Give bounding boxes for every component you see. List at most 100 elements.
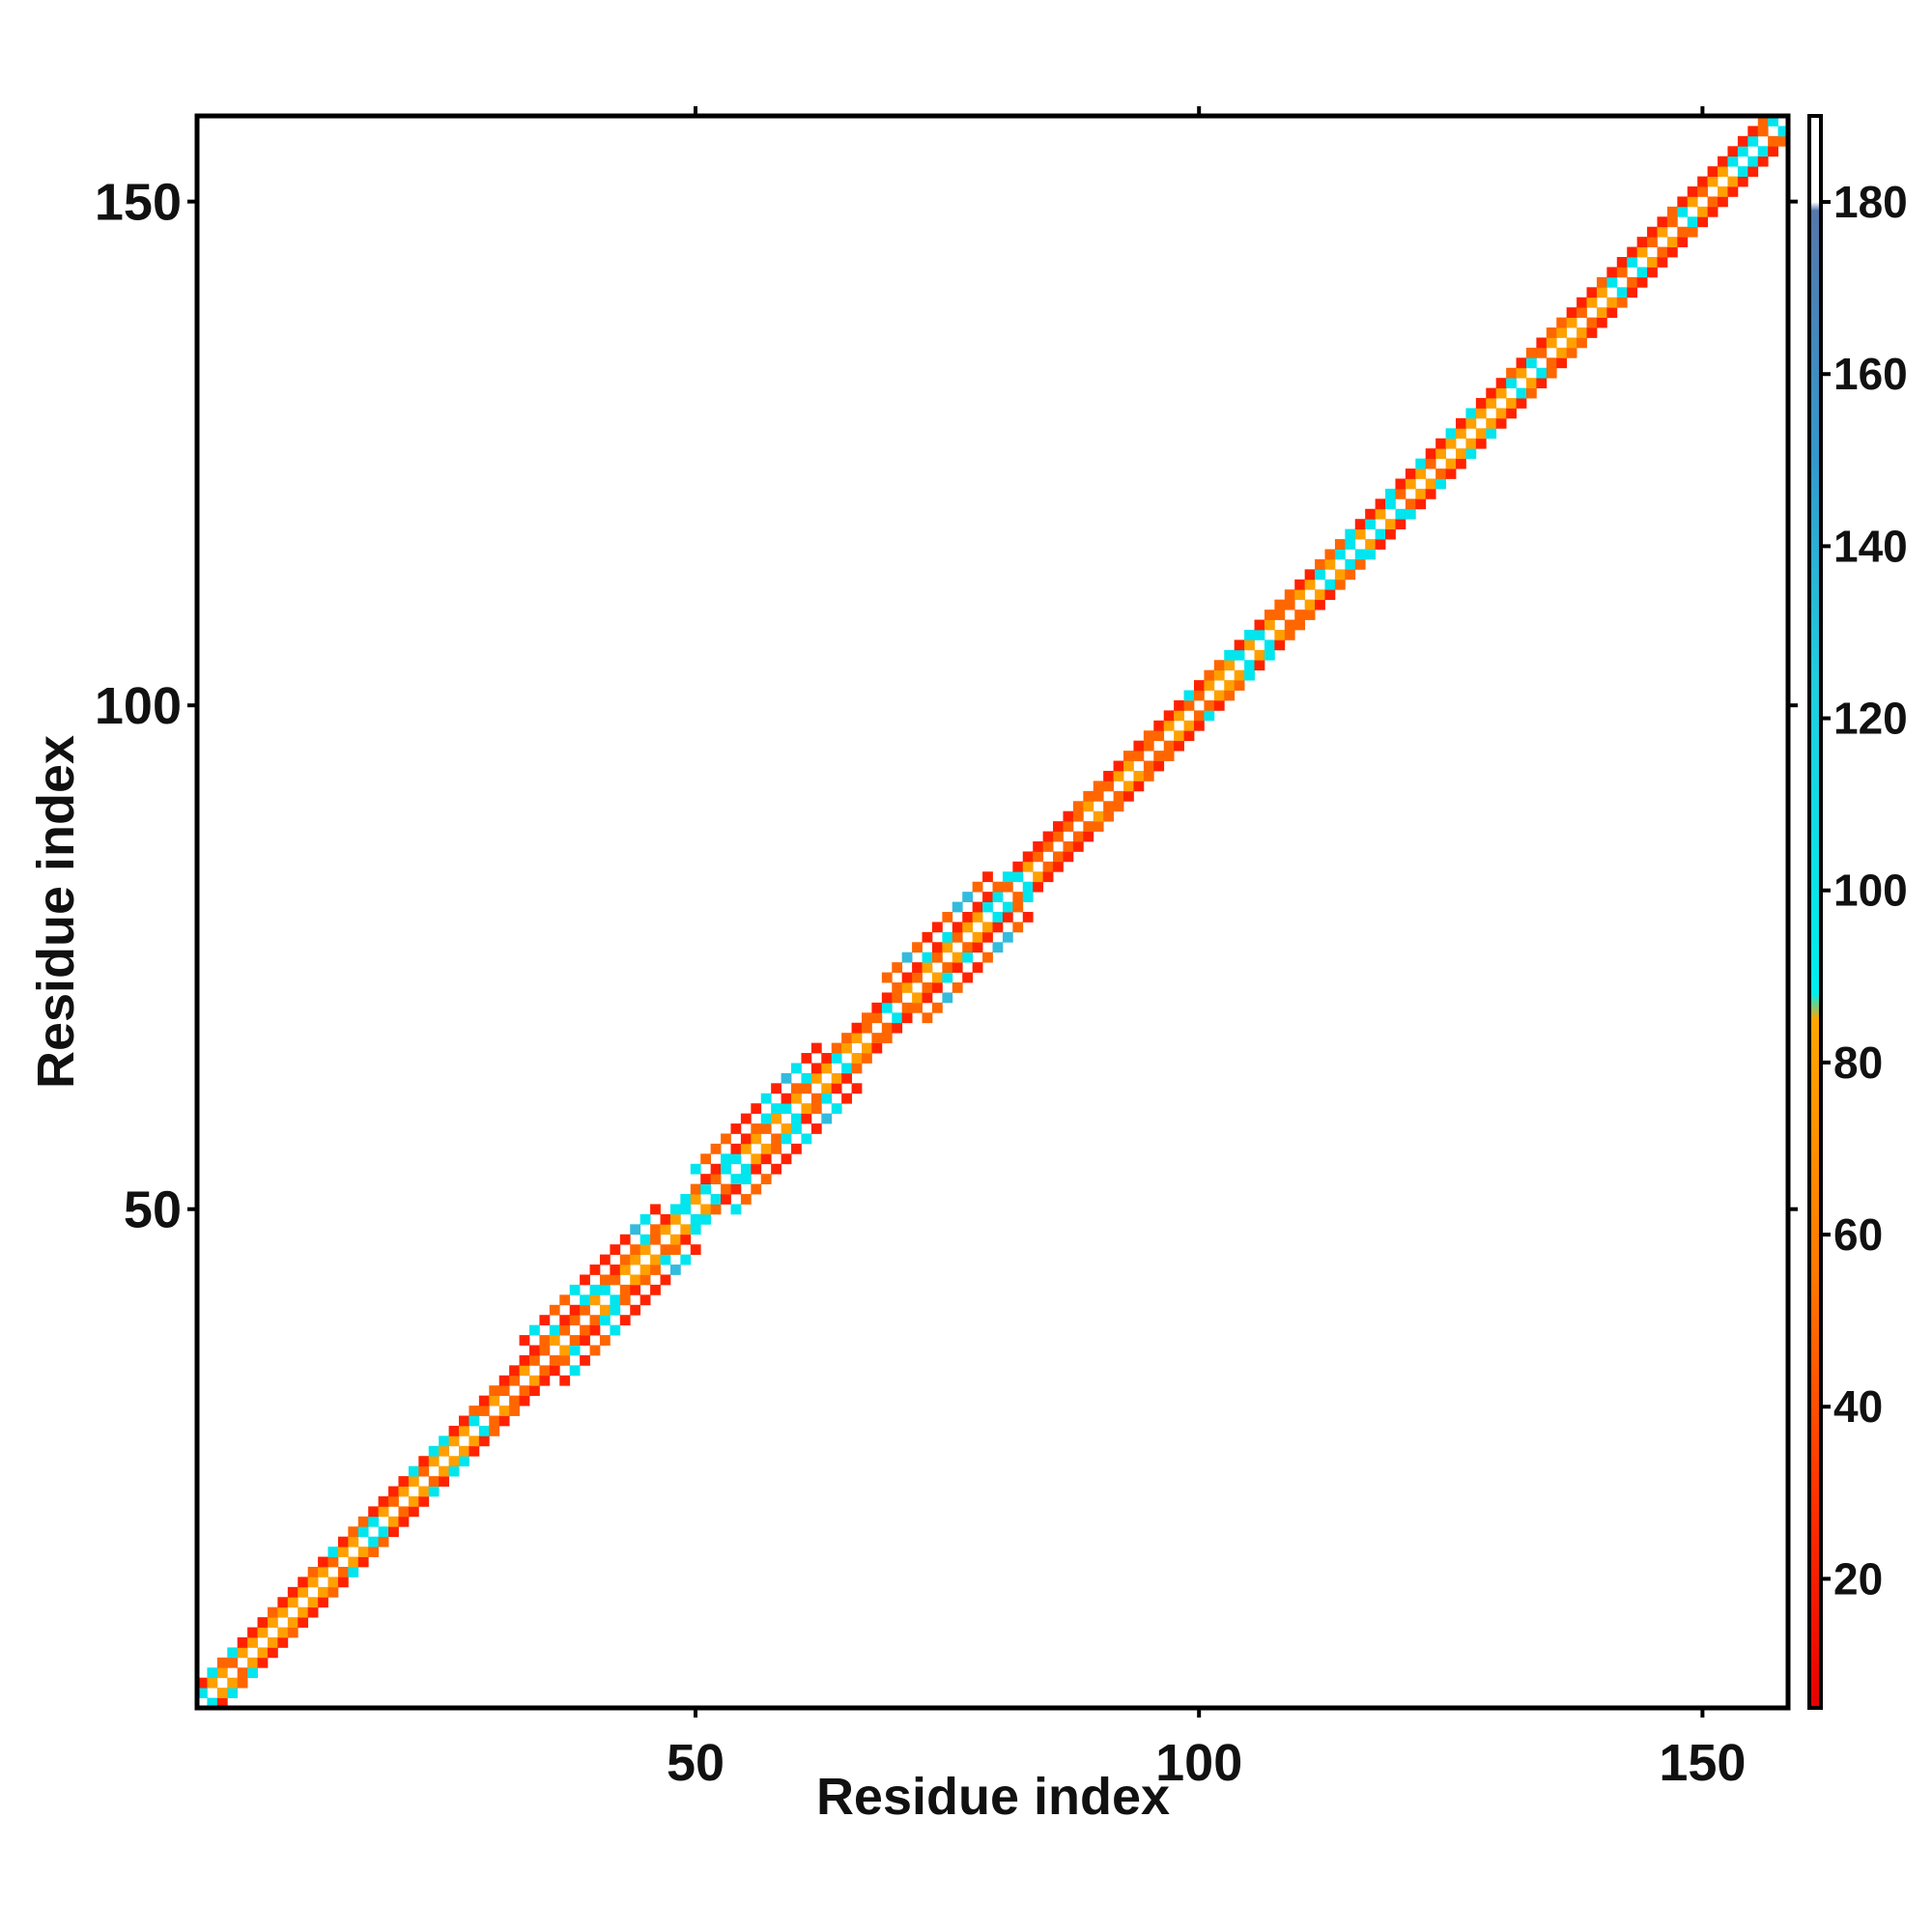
heatmap-cell [952, 962, 963, 973]
heatmap-cell [861, 1022, 872, 1034]
heatmap-cell [559, 1345, 571, 1356]
heatmap-cell [922, 982, 933, 993]
heatmap-cell [901, 1012, 913, 1024]
heatmap-cell [1002, 901, 1013, 913]
heatmap-cell [760, 1113, 772, 1124]
colorbar-ticks: 20 40 60 80 100 120 140 160 180 [1821, 177, 1908, 1604]
heatmap-cell [418, 1486, 430, 1497]
heatmap-cell [1375, 528, 1386, 540]
heatmap-cell [1486, 417, 1497, 429]
heatmap-cell [650, 1254, 661, 1265]
heatmap-cell [912, 942, 923, 953]
heatmap-cell [1577, 337, 1587, 349]
heatmap-cell [1042, 871, 1054, 883]
heatmap-cell [549, 1335, 560, 1346]
heatmap-cell [469, 1435, 480, 1447]
heatmap-cell [298, 1586, 309, 1598]
heatmap-cell [781, 1153, 792, 1165]
heatmap-cell [448, 1435, 460, 1447]
heatmap-cell [580, 1354, 590, 1366]
heatmap-cell [982, 922, 993, 933]
heatmap-cell [851, 1053, 863, 1064]
heatmap-cell [1456, 458, 1466, 469]
heatmap-cell [660, 1213, 671, 1225]
heatmap-cell [1475, 408, 1487, 419]
heatmap-cell [740, 1113, 752, 1124]
heatmap-cell [730, 1153, 742, 1165]
heatmap-cell [227, 1677, 239, 1689]
heatmap-cell [881, 1022, 893, 1034]
heatmap-cell [962, 972, 974, 983]
heatmap-cell [559, 1375, 571, 1386]
heatmap-cell [1596, 307, 1607, 319]
heatmap-cell [277, 1606, 289, 1618]
heatmap-cell [1405, 478, 1416, 490]
heatmap-cell [1022, 912, 1034, 923]
heatmap-cell [1072, 810, 1084, 822]
heatmap-cell [1375, 539, 1386, 550]
heatmap-cell [639, 1274, 651, 1286]
heatmap-cell [428, 1445, 440, 1457]
heatmap-cell [378, 1536, 389, 1548]
heatmap-cell [418, 1456, 430, 1467]
heatmap-cell [1435, 438, 1446, 449]
heatmap-cell [740, 1194, 752, 1205]
heatmap-cell [1133, 770, 1145, 781]
heatmap-cell [1415, 469, 1427, 479]
heatmap-cell [1324, 549, 1336, 560]
heatmap-cell [1315, 569, 1325, 581]
heatmap-cell [1354, 549, 1366, 560]
heatmap-cell [368, 1516, 380, 1527]
heatmap-cell [1163, 710, 1175, 722]
heatmap-cell [1415, 488, 1427, 499]
heatmap-cell [1093, 821, 1104, 832]
heatmap-cell [519, 1365, 530, 1377]
heatmap-cell [398, 1476, 410, 1487]
heatmap-cell [1486, 428, 1497, 440]
heatmap-cell [650, 1224, 661, 1236]
heatmap-cell [498, 1385, 510, 1397]
heatmap-cell [740, 1143, 752, 1154]
heatmap-cell [1284, 619, 1295, 631]
heatmap-cell [801, 1083, 812, 1094]
heatmap-cell [630, 1254, 641, 1265]
heatmap-cell [901, 952, 913, 963]
heatmap-cell [781, 1123, 792, 1134]
heatmap-cell [1213, 660, 1225, 671]
heatmap-cell [1042, 861, 1054, 872]
heatmap-cell [207, 1677, 218, 1689]
heatmap-cell [1697, 186, 1708, 197]
heatmap-cell [942, 992, 953, 1004]
heatmap-cell [528, 1324, 540, 1336]
heatmap-cell [1143, 760, 1154, 772]
heatmap-cell [1536, 367, 1548, 379]
heatmap-cell [489, 1395, 500, 1406]
heatmap-cell [1113, 790, 1124, 802]
heatmap-cell [1033, 871, 1044, 883]
heatmap-cell [619, 1234, 631, 1245]
heatmap-cell [1718, 196, 1728, 208]
heatmap-cell [791, 1063, 802, 1074]
heatmap-cell [589, 1345, 601, 1356]
heatmap-cell [216, 1657, 228, 1668]
heatmap-cell [1516, 367, 1527, 379]
heatmap-cell [539, 1375, 551, 1386]
heatmap-cell [810, 1093, 822, 1104]
heatmap-cell [1012, 922, 1024, 933]
heatmap-cell [408, 1506, 419, 1518]
heatmap-cell [1204, 699, 1215, 711]
heatmap-cell [669, 1234, 681, 1245]
heatmap-cell [669, 1244, 681, 1256]
heatmap-cell [1033, 851, 1044, 863]
heatmap-cell [1063, 810, 1074, 822]
heatmap-cell [1002, 931, 1013, 943]
heatmap-cell [1143, 730, 1154, 742]
heatmap-cell [1234, 649, 1245, 661]
heatmap-cell [1657, 257, 1668, 268]
heatmap-cell [1354, 528, 1366, 540]
heatmap-cell [1445, 458, 1457, 469]
heatmap-cell [439, 1476, 449, 1487]
heatmap-cell [610, 1264, 621, 1275]
heatmap-cell [710, 1163, 722, 1175]
heatmap-cell [810, 1072, 822, 1084]
